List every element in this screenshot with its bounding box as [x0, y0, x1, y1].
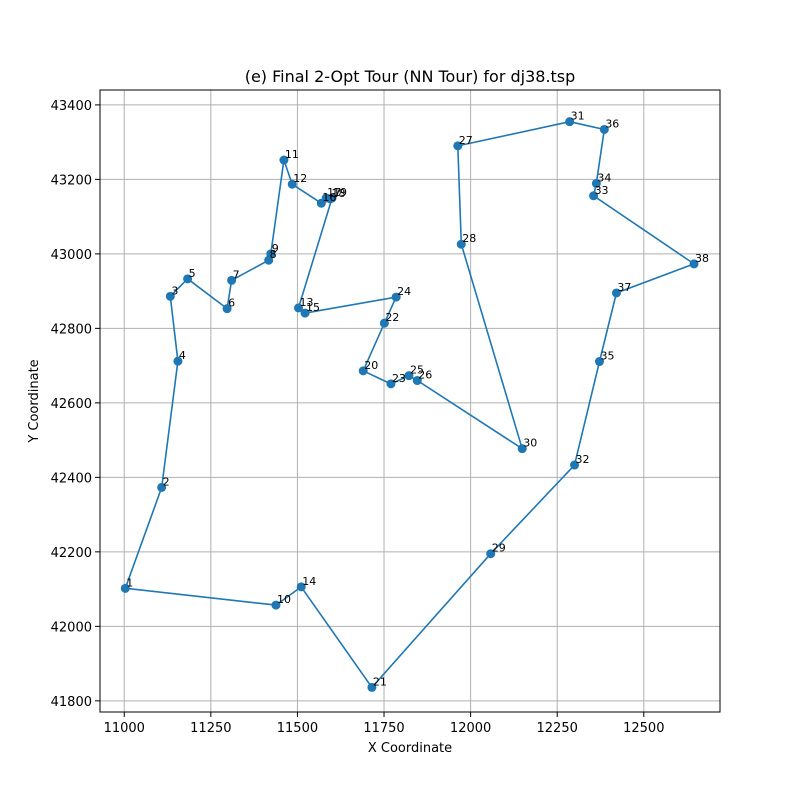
y-tick-label: 43000	[51, 248, 92, 263]
city-label-31: 31	[571, 110, 585, 123]
city-label-30: 30	[523, 437, 537, 450]
axis-ticks: 11000 11250 11500 11750 12000 12250 12500 41800…	[51, 99, 665, 736]
city-point-38	[689, 259, 699, 269]
city-label-38: 38	[695, 252, 709, 265]
city-point-1	[120, 583, 130, 593]
city-label-15: 15	[306, 301, 320, 314]
city-label-10: 10	[277, 593, 291, 606]
city-point-31	[565, 117, 575, 127]
chart-title: (e) Final 2-Opt Tour (NN Tour) for dj38.…	[245, 67, 576, 86]
city-label-21: 21	[373, 675, 387, 688]
city-point-10	[271, 600, 281, 610]
city-label-32: 32	[576, 453, 590, 466]
city-point-22	[379, 318, 389, 328]
x-tick-label: 12000	[450, 721, 491, 736]
city-label-34: 34	[597, 171, 611, 184]
y-axis-title: Y Coordinate	[27, 359, 42, 443]
city-label-24: 24	[397, 285, 411, 298]
y-tick-label: 41800	[51, 695, 92, 710]
city-label-18: 18	[331, 187, 345, 200]
plot-frame	[99, 89, 721, 713]
city-point-35	[594, 357, 604, 367]
city-point-14	[296, 582, 306, 592]
city-labels: 1234567891011121314151617181920212223242…	[126, 110, 709, 689]
city-label-3: 3	[171, 284, 178, 297]
x-tick-label: 12250	[537, 721, 578, 736]
city-label-25: 25	[410, 364, 424, 377]
city-label-28: 28	[462, 232, 476, 245]
city-point-26	[412, 376, 422, 386]
city-label-14: 14	[302, 575, 316, 588]
city-label-5: 5	[189, 267, 196, 280]
city-label-4: 4	[179, 349, 186, 362]
city-point-15	[300, 308, 310, 318]
city-label-7: 7	[233, 268, 240, 281]
x-tick-label: 11250	[190, 721, 231, 736]
city-label-29: 29	[492, 542, 506, 555]
city-point-21	[367, 682, 377, 692]
city-label-9: 9	[272, 242, 279, 255]
grid	[100, 90, 720, 712]
y-tick-label: 42600	[51, 397, 92, 412]
city-point-32	[570, 460, 580, 470]
x-tick-label: 11000	[104, 721, 145, 736]
y-tick-label: 43400	[51, 99, 92, 114]
city-label-8: 8	[270, 248, 277, 261]
city-point-13	[293, 303, 303, 313]
city-point-9	[266, 249, 276, 259]
city-point-29	[486, 549, 496, 559]
city-point-25	[404, 371, 414, 381]
city-label-11: 11	[285, 148, 299, 161]
city-label-13: 13	[299, 296, 313, 309]
city-point-12	[287, 179, 297, 189]
x-tick-label: 11500	[277, 721, 318, 736]
y-tick-label: 43200	[51, 173, 92, 188]
city-point-20	[358, 366, 368, 376]
city-point-4	[173, 356, 183, 366]
y-tick-label: 42200	[51, 546, 92, 561]
city-label-17: 17	[327, 186, 341, 199]
city-label-22: 22	[385, 311, 399, 324]
city-label-26: 26	[418, 369, 432, 382]
city-label-16: 16	[322, 191, 336, 204]
city-point-36	[599, 124, 609, 134]
x-axis-title: X Coordinate	[368, 741, 452, 756]
city-point-24	[391, 292, 401, 302]
city-point-11	[279, 155, 289, 165]
y-tick-label: 42400	[51, 471, 92, 486]
city-label-33: 33	[595, 184, 609, 197]
city-label-27: 27	[459, 134, 473, 147]
city-point-3	[165, 291, 175, 301]
city-point-5	[183, 274, 193, 284]
city-point-37	[611, 288, 621, 298]
x-tick-label: 12500	[623, 721, 664, 736]
city-point-6	[222, 304, 232, 314]
city-point-34	[591, 178, 601, 188]
city-points	[120, 117, 699, 692]
city-point-2	[157, 482, 167, 492]
city-label-23: 23	[392, 372, 406, 385]
city-label-35: 35	[600, 350, 614, 363]
city-point-7	[227, 275, 237, 285]
city-point-28	[456, 239, 466, 249]
city-point-33	[589, 191, 599, 201]
city-point-30	[517, 444, 527, 454]
x-tick-label: 11750	[363, 721, 404, 736]
city-label-20: 20	[364, 359, 378, 372]
city-label-12: 12	[293, 172, 307, 185]
city-point-27	[453, 141, 463, 151]
city-label-1: 1	[126, 576, 133, 589]
city-label-6: 6	[228, 297, 235, 310]
y-tick-label: 42800	[51, 322, 92, 337]
city-label-19: 19	[333, 186, 347, 199]
city-point-23	[386, 379, 396, 389]
city-label-37: 37	[617, 281, 631, 294]
city-point-19	[327, 193, 337, 203]
city-label-2: 2	[163, 475, 170, 488]
y-tick-label: 42000	[51, 620, 92, 635]
city-label-36: 36	[605, 117, 619, 130]
